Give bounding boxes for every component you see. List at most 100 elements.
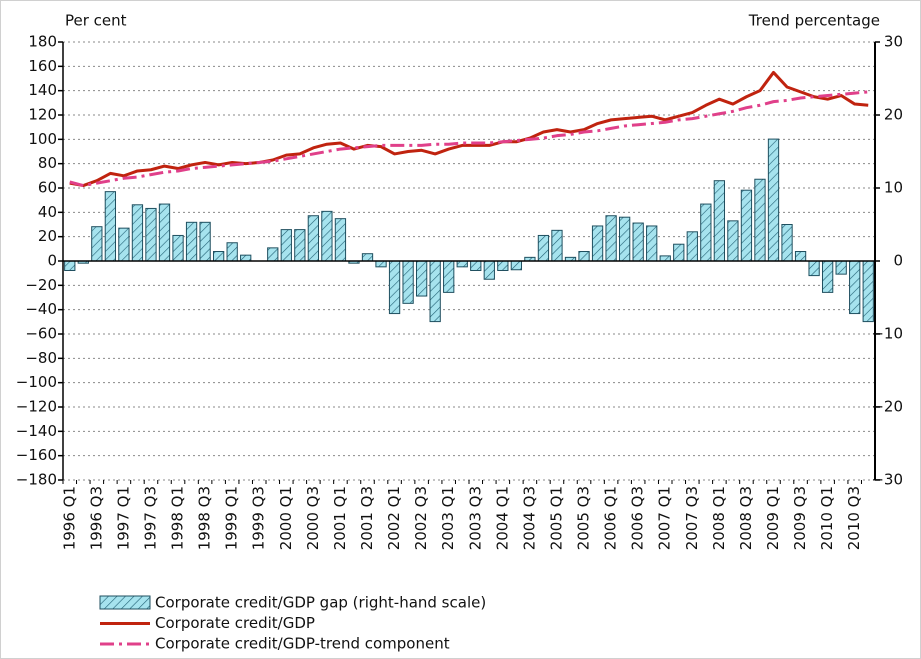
bar [415, 260, 428, 297]
y-tick-label: 60 [38, 179, 57, 197]
legend-label: Corporate credit/GDP [155, 614, 315, 632]
x-tick-label: 2003 Q1 [439, 486, 457, 550]
bar [172, 234, 184, 262]
bar [91, 226, 103, 262]
x-tick-label: 2005 Q3 [575, 486, 593, 550]
bar [104, 191, 117, 262]
bar [185, 221, 198, 262]
x-tick-label: 1996 Q3 [87, 486, 105, 550]
bar [510, 260, 523, 271]
y-tick-label: −160 [16, 446, 57, 464]
bar [212, 251, 225, 262]
bar [686, 231, 698, 262]
y2-tick-label: 30 [884, 33, 903, 51]
bar [267, 247, 279, 262]
x-tick-label: 2006 Q1 [602, 486, 620, 550]
y-tick-label: −40 [25, 300, 57, 318]
bar [821, 260, 834, 293]
y-tick-label: 180 [28, 33, 57, 51]
bar [700, 203, 712, 262]
y2-tick-label: −10 [871, 325, 903, 343]
x-tick-label: 2000 Q3 [304, 486, 322, 550]
bar [713, 180, 726, 262]
bar [551, 229, 563, 262]
bar [578, 251, 590, 262]
bar [294, 229, 306, 262]
bar [334, 218, 347, 262]
bar [307, 215, 320, 262]
bar [646, 225, 658, 262]
y2-axis-title: Trend percentage [748, 12, 880, 30]
bar [199, 221, 211, 262]
x-tick-label: 2007 Q1 [656, 486, 674, 550]
bar [388, 260, 401, 315]
x-tick-label: 1997 Q1 [114, 486, 132, 550]
x-tick-label: 2002 Q1 [385, 486, 403, 550]
bar [754, 178, 766, 262]
bar [118, 227, 130, 262]
x-tick-label: 2009 Q1 [764, 486, 782, 550]
line [69, 70, 869, 188]
bar [497, 260, 509, 271]
y-tick-label: 160 [28, 57, 57, 75]
x-tick-label: 2004 Q3 [520, 486, 538, 550]
x-tick-label: 2010 Q1 [818, 486, 836, 550]
x-tick-label: 1998 Q1 [169, 486, 187, 550]
x-tick-label: 1998 Q3 [196, 486, 214, 550]
bar [740, 189, 753, 262]
x-tick-label: 2010 Q3 [845, 486, 863, 550]
y2-tick-label: −30 [871, 471, 903, 489]
bar [835, 260, 847, 275]
x-tick-label: 1999 Q3 [250, 486, 268, 550]
bar [618, 216, 631, 262]
x-tick-label: 1999 Q1 [223, 486, 241, 550]
y2-tick-label: −20 [871, 398, 903, 416]
bar [64, 260, 76, 271]
y-tick-label: 0 [47, 252, 57, 270]
bar [673, 243, 685, 262]
y-axis-title: Per cent [65, 12, 127, 30]
bar [470, 260, 482, 271]
legend-label: Corporate credit/GDP gap (right-hand sca… [155, 594, 486, 612]
y-tick-label: 40 [38, 203, 57, 221]
bar [240, 254, 252, 262]
x-tick-label: 1997 Q3 [141, 486, 159, 550]
legend-label: Corporate credit/GDP-trend component [155, 635, 450, 653]
bar [158, 203, 171, 262]
y-tick-label: 100 [28, 130, 57, 148]
y-tick-label: 20 [38, 227, 57, 245]
y-tick-label: 140 [28, 81, 57, 99]
bar [794, 251, 807, 262]
bar [145, 207, 157, 262]
bar [849, 260, 861, 315]
x-tick-label: 2001 Q3 [358, 486, 376, 550]
y-tick-label: 80 [38, 154, 57, 172]
x-tick-label: 1996 Q1 [60, 486, 78, 550]
y2-tick-label: 0 [893, 252, 903, 270]
legend-key [99, 595, 151, 610]
bar [808, 260, 820, 277]
y-tick-label: −20 [25, 276, 57, 294]
x-tick-label: 2008 Q1 [710, 486, 728, 550]
y-tick-label: −100 [16, 373, 57, 391]
y-tick-label: 120 [28, 106, 57, 124]
bar [429, 260, 441, 323]
y-tick-label: −180 [16, 471, 57, 489]
bar [456, 260, 468, 268]
bar [361, 253, 374, 262]
y-tick-label: −60 [25, 325, 57, 343]
y2-tick-label: 20 [884, 106, 903, 124]
bar [591, 225, 604, 262]
x-tick-label: 2009 Q3 [791, 486, 809, 550]
bar [483, 260, 495, 280]
bar [131, 204, 144, 262]
bar [321, 210, 333, 262]
x-tick-label: 2007 Q3 [683, 486, 701, 550]
bar [443, 260, 455, 293]
bar [781, 224, 793, 262]
bar [402, 260, 414, 304]
x-tick-label: 2002 Q3 [412, 486, 430, 550]
x-tick-label: 2006 Q3 [629, 486, 647, 550]
x-tick-label: 2008 Q3 [737, 486, 755, 550]
